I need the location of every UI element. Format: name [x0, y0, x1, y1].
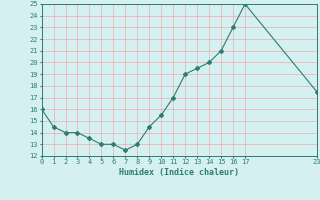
X-axis label: Humidex (Indice chaleur): Humidex (Indice chaleur): [119, 168, 239, 177]
